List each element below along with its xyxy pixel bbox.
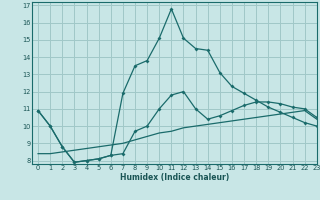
X-axis label: Humidex (Indice chaleur): Humidex (Indice chaleur) [120,173,229,182]
